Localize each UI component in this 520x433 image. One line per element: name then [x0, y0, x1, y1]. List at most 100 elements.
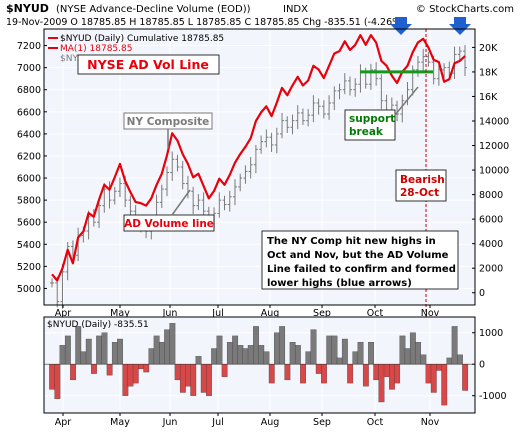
ad-volume-box — [123, 214, 215, 232]
volume-bar — [101, 332, 108, 365]
volume-bar — [274, 332, 280, 365]
bearish-box — [395, 169, 447, 202]
watermark: © StockCharts.com — [416, 4, 514, 15]
legend-ad-cumulative: $NYUD (Daily) Cumulative 18785.85 — [60, 34, 224, 44]
volume-bar — [59, 345, 66, 365]
right-tick-label: 10000 — [479, 166, 509, 177]
volume-bar — [430, 364, 437, 393]
volume-bar — [441, 364, 448, 406]
volume-bar — [457, 354, 463, 365]
left-tick-label: 6200 — [17, 151, 41, 162]
volume-x-tick-label: Aug — [261, 417, 280, 428]
title-box — [77, 54, 220, 75]
x-tick-label: Nov — [421, 308, 440, 319]
volume-bar — [263, 351, 270, 365]
left-tick-label: 6800 — [17, 85, 41, 96]
volume-bar — [174, 364, 181, 381]
bearish-line1: Bearish — [400, 174, 445, 186]
volume-bar — [378, 364, 385, 403]
volume-bar — [268, 364, 275, 384]
volume-tick-label: -1000 — [479, 391, 507, 402]
volume-histogram — [44, 323, 475, 406]
volume-bar — [258, 345, 265, 365]
volume-bar — [54, 364, 61, 399]
note-line2: Oct and Nov, but the AD Volume — [267, 250, 449, 261]
volume-bar — [232, 335, 239, 365]
x-tick-label: Jun — [162, 308, 178, 319]
left-axis-ticks: 5000 5200 5400 5600 5800 6000 6200 6400 6600 6800… — [17, 41, 47, 295]
volume-bar — [64, 335, 71, 365]
volume-bar — [226, 342, 233, 365]
volume-bar — [138, 364, 144, 370]
volume-bar — [164, 329, 171, 365]
volume-bar — [352, 351, 359, 365]
support-break-pointer — [394, 86, 419, 116]
volume-bar — [127, 364, 134, 387]
volume-bar — [404, 348, 411, 365]
volume-bar — [284, 364, 291, 381]
left-tick-label: 5200 — [17, 262, 41, 273]
right-axis-ticks: 0 2000 4000 6000 8000 10000 12000 14000 16K 18K 20… — [472, 43, 509, 299]
volume-bar — [206, 364, 212, 396]
volume-bar — [336, 357, 343, 365]
bearish-line2: 28-Oct — [400, 187, 439, 199]
legend-ma: MA(1) 18785.85 — [60, 44, 132, 54]
left-tick-label: 7000 — [17, 63, 41, 74]
lower-high-arrow-oct-icon — [390, 17, 412, 35]
right-tick-label: 14000 — [479, 117, 509, 128]
volume-x-tick-label: Jul — [211, 417, 223, 428]
volume-bar — [132, 364, 139, 384]
legend-nya: $NYA — [60, 54, 84, 64]
volume-bar — [415, 342, 421, 365]
volume-bar — [153, 335, 160, 365]
volume-bar — [383, 364, 390, 377]
x-tick-label: Aug — [261, 308, 280, 319]
volume-bar — [190, 364, 197, 396]
x-tick-label: May — [110, 308, 130, 319]
volume-bar — [446, 357, 453, 365]
volume-bar — [394, 364, 401, 384]
volume-x-tick-label: Sep — [313, 417, 331, 428]
volume-bar — [331, 335, 338, 365]
volume-bar — [122, 364, 129, 396]
ad-volume-label: AD Volume line — [124, 218, 214, 230]
volume-bar — [294, 345, 301, 365]
left-tick-label: 5600 — [17, 218, 41, 229]
volume-x-labels: Apr May Jun Jul Aug Sep Oct Nov — [55, 413, 440, 428]
right-tick-label: 16K — [479, 92, 498, 103]
x-tick-label: Oct — [367, 308, 384, 319]
volume-bar — [326, 335, 333, 365]
volume-bar — [425, 364, 432, 384]
exchange-label: INDX — [283, 4, 308, 15]
volume-bar — [420, 354, 427, 365]
volume-bar — [237, 345, 244, 365]
volume-bar — [347, 364, 354, 384]
ad-volume-line — [51, 34, 466, 282]
main-legend: $NYUD (Daily) Cumulative 18785.85 MA(1) … — [48, 34, 224, 64]
volume-bar — [451, 326, 458, 365]
left-tick-label: 5400 — [17, 240, 41, 251]
volume-x-tick-label: Nov — [421, 417, 440, 428]
volume-bar — [279, 326, 286, 365]
note-line3: Line failed to confirm and formed — [267, 264, 456, 275]
right-tick-label: 0 — [479, 288, 485, 299]
volume-bar — [179, 364, 186, 393]
volume-bar — [321, 364, 327, 384]
volume-bar — [399, 335, 406, 365]
lower-high-arrow-nov-icon — [449, 17, 471, 35]
left-tick-label: 6600 — [17, 107, 41, 118]
support-break-line1: support — [349, 113, 395, 125]
volume-bar — [111, 342, 118, 365]
volume-bar — [211, 348, 218, 365]
volume-bar — [341, 338, 348, 365]
right-tick-label: 20K — [479, 43, 498, 54]
volume-bar — [315, 364, 322, 374]
right-tick-label: 4000 — [479, 239, 503, 250]
volume-bar — [305, 351, 312, 365]
volume-frame — [43, 316, 476, 414]
left-tick-label: 6000 — [17, 174, 41, 185]
note-line1: The NY Comp hit new highs in — [267, 236, 436, 247]
volume-bar — [49, 364, 56, 390]
